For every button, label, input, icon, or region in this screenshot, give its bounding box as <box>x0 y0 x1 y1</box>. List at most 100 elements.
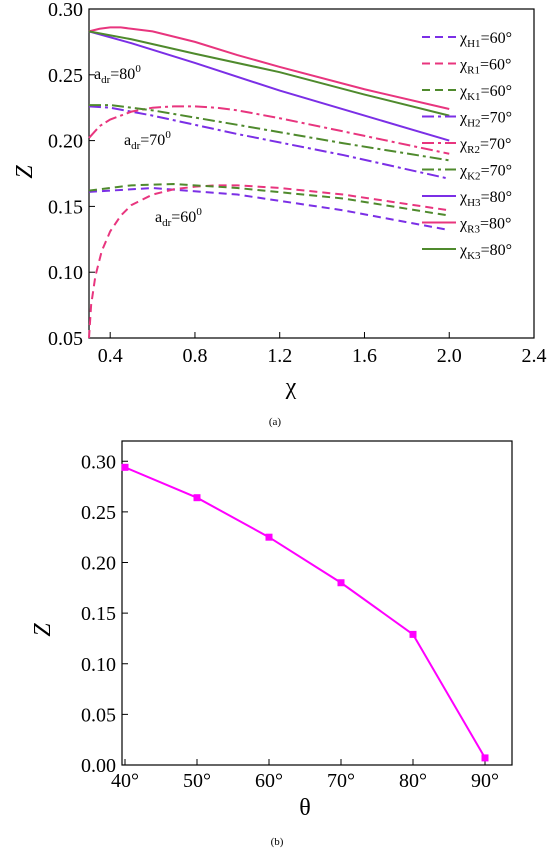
legend-label-a: χK2=70° <box>459 163 512 183</box>
y-tick-label-a: 0.15 <box>48 196 83 218</box>
data-point-b <box>265 533 273 541</box>
data-point-b <box>193 494 201 502</box>
y-tick-label-b: 0.25 <box>81 502 116 524</box>
x-axis-title-b: θ <box>299 795 311 821</box>
annotation-a-value: =60 <box>171 209 196 226</box>
legend-label-suffix: =80° <box>481 242 512 259</box>
y-tick-label-b: 0.20 <box>81 553 116 575</box>
legend-label-suffix: =80° <box>481 189 512 206</box>
legend-label-subscript: R3 <box>467 224 480 236</box>
legend-label-a: χR3=80° <box>459 216 511 236</box>
x-tick-label-b: 60° <box>255 770 283 792</box>
legend-label-base: χ <box>459 30 468 47</box>
plot-frame-b <box>121 440 513 766</box>
annotation-a-subscript: dr <box>131 140 141 152</box>
x-tick-label-b: 40° <box>111 770 139 792</box>
legend-label-base: χ <box>459 163 468 180</box>
annotation-a-superscript: 0 <box>165 129 171 141</box>
legend-label-base: χ <box>459 136 468 153</box>
y-tick-label-a: 0.20 <box>48 131 83 153</box>
y-tick-label-b: 0.00 <box>81 755 116 777</box>
legend-label-base: χ <box>459 216 468 233</box>
legend-label-suffix: =80° <box>480 216 511 233</box>
series-line-a <box>88 30 450 117</box>
legend-label-a: χR1=60° <box>459 57 511 77</box>
x-tick-label-b: 70° <box>327 770 355 792</box>
x-tick-label-a: 0.8 <box>182 345 207 367</box>
legend-label-base: χ <box>459 83 468 100</box>
series-line-a <box>88 186 450 232</box>
legend-label-subscript: H1 <box>467 38 480 50</box>
y-tick-label-a: 0.05 <box>48 328 83 350</box>
x-tick-label-a: 1.2 <box>267 345 292 367</box>
legend-label-suffix: =60° <box>481 30 512 47</box>
y-tick-label-a: 0.30 <box>48 0 83 21</box>
x-axis-title-a: χ <box>285 374 297 400</box>
data-point-b <box>409 630 417 638</box>
caption-b: (b) <box>271 836 284 848</box>
chart-a: 0.4 0.8 1.2 1.6 2.0 2.4 0.05 0.10 0.15 0.20 0.25 0.… <box>12 0 547 428</box>
x-tick-label-a: 2.0 <box>437 345 462 367</box>
series-line-a <box>88 105 450 180</box>
annotation-a: adr=700 <box>124 129 171 152</box>
legend-label-base: χ <box>459 242 468 259</box>
legend-label-suffix: =60° <box>481 83 512 100</box>
annotation-a: adr=800 <box>94 63 141 86</box>
legend-label-a: χK1=60° <box>459 83 512 103</box>
series-line-a <box>89 104 450 162</box>
legend-label-base: χ <box>459 57 468 74</box>
annotation-a-value: =80 <box>110 66 135 83</box>
legend-label-subscript: R2 <box>467 144 480 156</box>
legend-label-subscript: H3 <box>467 197 481 209</box>
series-line-b <box>124 466 486 759</box>
data-point-b <box>481 754 489 762</box>
series-group-b <box>121 463 489 762</box>
data-point-b <box>337 579 345 587</box>
legend-label-suffix: =60° <box>480 57 511 74</box>
series-line-a <box>88 184 450 339</box>
x-tick-label-b: 50° <box>183 770 211 792</box>
annotation-a-value: =70 <box>140 132 165 149</box>
y-tick-label-b: 0.10 <box>81 654 116 676</box>
tick-group-a: 0.4 0.8 1.2 1.6 2.0 2.4 0.05 0.10 0.15 0.20 0.25 0.… <box>48 0 547 367</box>
legend-label-base: χ <box>459 110 468 127</box>
annotation-a-superscript: 0 <box>135 63 141 75</box>
legend-label-a: χR2=70° <box>459 136 511 156</box>
legend-label-a: χH1=60° <box>459 30 512 50</box>
legend-label-subscript: H2 <box>467 118 480 130</box>
legend-label-subscript: K1 <box>467 91 480 103</box>
annotation-a-superscript: 0 <box>196 206 202 218</box>
legend-label-suffix: =70° <box>481 163 512 180</box>
legend-label-subscript: K2 <box>467 171 480 183</box>
x-tick-label-b: 80° <box>399 770 427 792</box>
y-axis-title-a: Z <box>12 165 38 179</box>
x-tick-label-a: 2.4 <box>522 345 547 367</box>
series-group-a <box>88 26 450 339</box>
legend-label-subscript: K3 <box>467 250 481 262</box>
annotation-a-base: a <box>155 209 162 226</box>
legend-label-base: χ <box>459 189 468 206</box>
chart-b: 40° 50° 60° 70° 80° 90° 0.00 0.05 0.10 0.15 0.20 0.… <box>30 440 513 848</box>
annotation-a-subscript: dr <box>162 217 172 229</box>
y-tick-label-a: 0.10 <box>48 262 83 284</box>
caption-a: (a) <box>269 416 282 428</box>
legend-label-subscript: R1 <box>467 65 480 77</box>
annotation-a-base: a <box>94 66 101 83</box>
series-line-a <box>88 30 450 142</box>
series-line-a <box>88 183 450 217</box>
x-tick-label-a: 0.4 <box>98 345 123 367</box>
legend-label-suffix: =70° <box>480 136 511 153</box>
annotation-a-subscript: dr <box>101 74 111 86</box>
y-tick-label-b: 0.30 <box>81 451 116 473</box>
legend-label-a: χK3=80° <box>459 242 512 262</box>
y-tick-label-b: 0.15 <box>81 603 116 625</box>
legend-label-a: χH2=70° <box>459 110 512 130</box>
y-axis-title-b: Z <box>30 623 56 637</box>
series-line-a <box>88 105 450 155</box>
plot-frame-a <box>88 8 535 339</box>
tick-group-b: 40° 50° 60° 70° 80° 90° 0.00 0.05 0.10 0.15 0.20 0.… <box>81 451 499 792</box>
legend-label-a: χH3=80° <box>459 189 512 209</box>
series-line-a <box>88 26 450 110</box>
